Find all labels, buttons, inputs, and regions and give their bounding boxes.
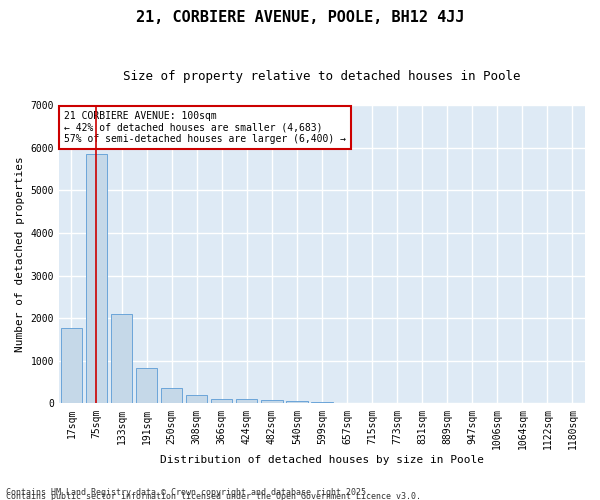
Bar [311,402,332,404]
Bar [161,388,182,404]
Bar [111,314,132,404]
Text: 21, CORBIERE AVENUE, POOLE, BH12 4JJ: 21, CORBIERE AVENUE, POOLE, BH12 4JJ [136,10,464,25]
Text: Contains public sector information licensed under the Open Government Licence v3: Contains public sector information licen… [6,492,421,500]
Bar [261,400,283,404]
Title: Size of property relative to detached houses in Poole: Size of property relative to detached ho… [123,70,521,83]
Bar [286,401,308,404]
Bar [186,395,208,404]
Text: Contains HM Land Registry data © Crown copyright and database right 2025.: Contains HM Land Registry data © Crown c… [6,488,371,497]
Bar [86,154,107,404]
Bar [211,398,232,404]
X-axis label: Distribution of detached houses by size in Poole: Distribution of detached houses by size … [160,455,484,465]
Bar [136,368,157,404]
Y-axis label: Number of detached properties: Number of detached properties [15,156,25,352]
Text: 21 CORBIERE AVENUE: 100sqm
← 42% of detached houses are smaller (4,683)
57% of s: 21 CORBIERE AVENUE: 100sqm ← 42% of deta… [64,111,346,144]
Bar [61,328,82,404]
Bar [236,400,257,404]
